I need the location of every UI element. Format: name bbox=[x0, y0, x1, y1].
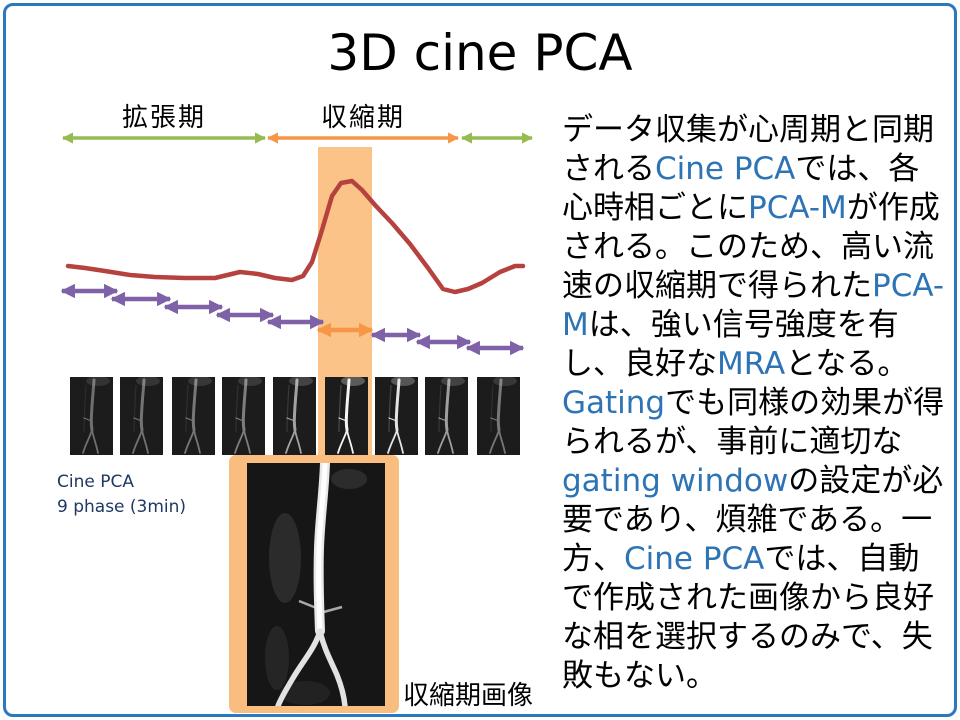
phase-thumbnail bbox=[273, 376, 316, 455]
slide-title: 3D cine PCA bbox=[327, 24, 633, 82]
phase-thumbnail bbox=[70, 376, 113, 455]
keyword-text: Cine PCA bbox=[655, 151, 796, 187]
systole-mra-vessel-graphic bbox=[247, 458, 385, 709]
label-systole-image: 収縮期画像 bbox=[403, 681, 534, 711]
keyword-text: PCA-M bbox=[562, 268, 945, 343]
systole-mra-image bbox=[247, 458, 385, 709]
phase-thumbnail bbox=[172, 376, 215, 455]
selected-phase-frame bbox=[229, 455, 399, 713]
body-text: では、各心時相ごとに bbox=[562, 151, 920, 226]
label-diastole: 拡張期 bbox=[121, 103, 206, 133]
phase-thumbnail bbox=[477, 376, 520, 455]
body-text: の設定が必要であり、煩雑である。一方、 bbox=[562, 463, 944, 577]
keyword-text: Gating bbox=[562, 385, 666, 421]
acquisition-caption: Cine PCA 9 phase (3min) bbox=[57, 470, 186, 520]
label-systole: 収縮期 bbox=[320, 103, 405, 133]
body-text: が作成される。このため、高い流速の収縮期で得られた bbox=[562, 190, 940, 304]
keyword-text: MRA bbox=[717, 346, 786, 382]
phase-thumbnail bbox=[325, 376, 368, 455]
phase-thumbnail bbox=[222, 376, 265, 455]
caption-line2: 9 phase (3min) bbox=[57, 497, 187, 517]
keyword-text: Cine PCA bbox=[624, 541, 765, 577]
body-text: では、自動で作成された画像から良好な相を選択するのみで、失敗もない。 bbox=[562, 541, 934, 694]
body-text: でも同様の効果が得られるが、事前に適切な bbox=[562, 385, 945, 460]
body-text: は、強い信号強度を有し、良好な bbox=[562, 307, 899, 382]
phase-thumbnail bbox=[120, 376, 163, 455]
phase-thumbnail bbox=[375, 376, 418, 455]
caption-line1: Cine PCA bbox=[57, 472, 134, 492]
phase-thumbnail bbox=[425, 376, 468, 455]
body-text: データ収集が心周期と同期される bbox=[562, 112, 934, 187]
body-text: となる。 bbox=[785, 346, 909, 382]
flow-velocity-curve bbox=[65, 178, 526, 295]
keyword-text: PCA-M bbox=[748, 190, 847, 226]
description-text: データ収集が心周期と同期されるCine PCAでは、各心時相ごとにPCA-Mが作… bbox=[562, 111, 950, 696]
keyword-text: gating window bbox=[562, 463, 789, 499]
